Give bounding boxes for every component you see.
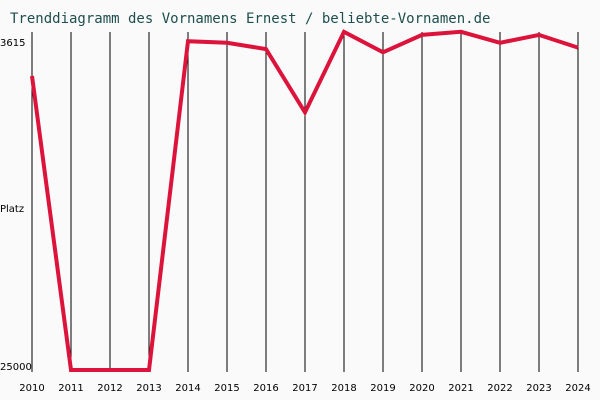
x-tick-label: 2018	[331, 383, 356, 394]
x-tick-label: 2010	[19, 383, 44, 394]
x-tick-label: 2016	[253, 383, 278, 394]
y-tick-bottom: 25000	[0, 362, 32, 373]
x-tick-label: 2021	[448, 383, 473, 394]
x-tick-labels: 2010 2011 2012 2013 2014 2015 2016 2017 2018 2019…	[19, 383, 590, 394]
x-tick-label: 2022	[487, 383, 512, 394]
x-tick-label: 2013	[136, 383, 161, 394]
x-tick-label: 2020	[409, 383, 434, 394]
x-tick-label: 2024	[565, 383, 590, 394]
y-tick-top: 3615	[0, 38, 25, 49]
grid-lines	[31, 32, 579, 372]
series-line	[30, 29, 579, 372]
x-tick-label: 2011	[58, 383, 83, 394]
x-tick-label: 2015	[214, 383, 239, 394]
x-tick-label: 2014	[175, 383, 200, 394]
x-tick-label: 2019	[370, 383, 395, 394]
chart-title: Trenddiagramm des Vornamens Ernest / bel…	[10, 11, 490, 27]
x-tick-label: 2017	[292, 383, 317, 394]
x-tick-label: 2023	[526, 383, 551, 394]
y-axis-label: Platz	[0, 204, 24, 215]
x-tick-label: 2012	[97, 383, 122, 394]
